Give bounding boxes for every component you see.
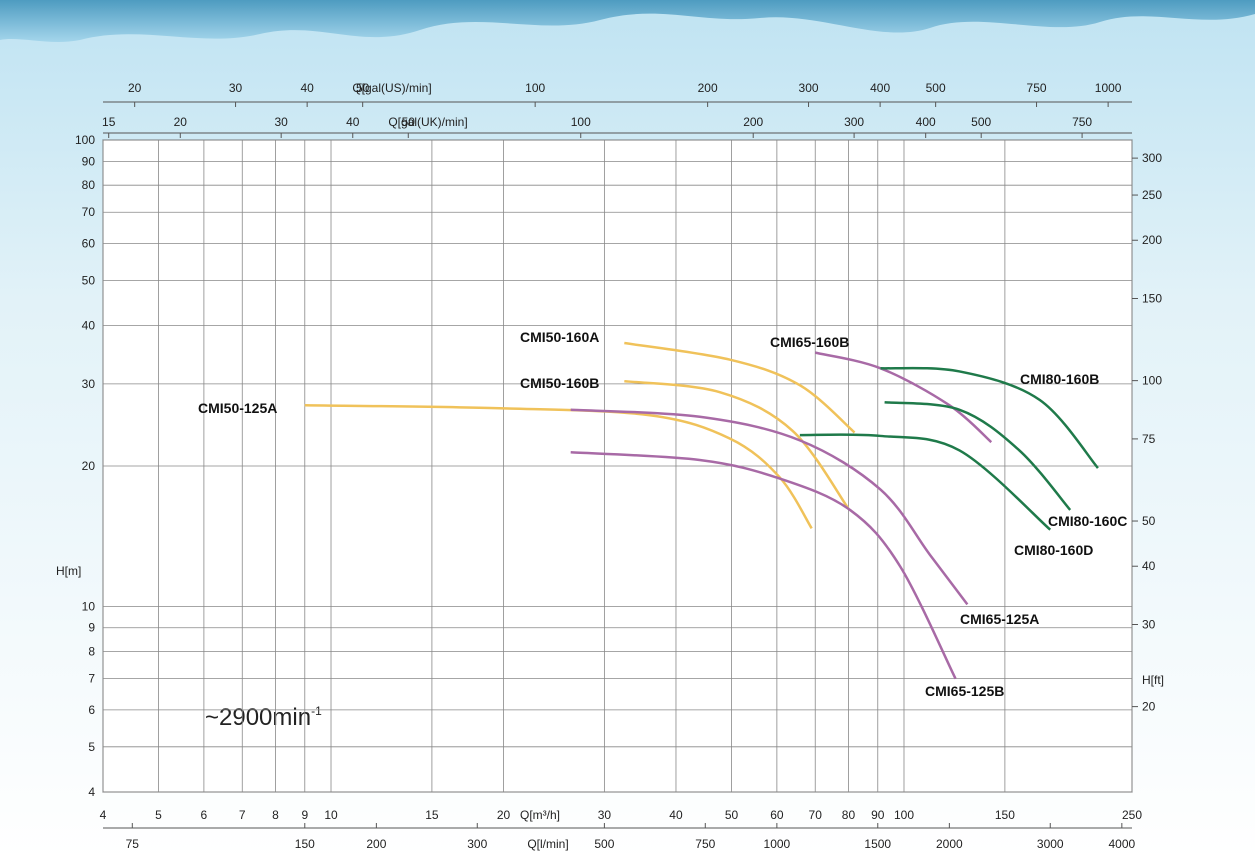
- y2-tick-label: 50: [1142, 514, 1156, 528]
- y2-tick-label: 40: [1142, 559, 1156, 573]
- y2-tick-label: 20: [1142, 700, 1156, 714]
- curve-label: CMI80-160B: [1020, 371, 1099, 387]
- x-axis-label: Q[m³/h]: [520, 808, 560, 822]
- y2-tick-label: 250: [1142, 188, 1162, 202]
- secondary-tick-label: 750: [1027, 81, 1047, 95]
- x-tick-label: 8: [272, 808, 279, 822]
- y-tick-label: 9: [88, 621, 95, 635]
- secondary-tick-label: 400: [916, 115, 936, 129]
- secondary-tick-label: 200: [366, 837, 386, 851]
- curve-label: CMI65-125B: [925, 683, 1004, 699]
- secondary-tick-label: 75: [126, 837, 140, 851]
- y-tick-label: 4: [88, 785, 95, 799]
- y-axis-label: H[m]: [56, 564, 81, 578]
- secondary-tick-label: 300: [467, 837, 487, 851]
- secondary-tick-label: 30: [229, 81, 243, 95]
- x-tick-label: 20: [497, 808, 511, 822]
- x-tick-label: 90: [871, 808, 885, 822]
- secondary-tick-label: 100: [525, 81, 545, 95]
- x-tick-label: 30: [598, 808, 612, 822]
- chart: H[m] H[ft] Q[m³/h] ~2900min-1 4 5 6 7 8 9 10 20…: [0, 0, 1255, 859]
- y-tick-label: 60: [82, 236, 96, 250]
- secondary-tick-label: 1000: [1095, 81, 1122, 95]
- secondary-tick-label: 30: [274, 115, 288, 129]
- curve-label: CMI80-160C: [1048, 513, 1127, 529]
- secondary-tick-label: 40: [300, 81, 314, 95]
- secondary-tick-label: 750: [1072, 115, 1092, 129]
- secondary-tick-label: 40: [346, 115, 360, 129]
- y-tick-label: 100: [75, 133, 95, 147]
- curve-label: CMI50-160B: [520, 375, 599, 391]
- secondary-tick-label: 300: [799, 81, 819, 95]
- secondary-axis-label: Q[l/min]: [527, 837, 568, 851]
- secondary-tick-label: 1500: [864, 837, 891, 851]
- y2-tick-label: 30: [1142, 617, 1156, 631]
- secondary-tick-label: 400: [870, 81, 890, 95]
- secondary-tick-label: 300: [844, 115, 864, 129]
- secondary-tick-label: 150: [295, 837, 315, 851]
- secondary-axis-label: Q[gal(UK)/min]: [388, 115, 467, 129]
- y-tick-label: 6: [88, 703, 95, 717]
- y-tick-label: 30: [82, 377, 96, 391]
- secondary-tick-label: 500: [971, 115, 991, 129]
- secondary-tick-label: 1000: [764, 837, 791, 851]
- x-tick-label: 15: [425, 808, 439, 822]
- secondary-tick-label: 750: [695, 837, 715, 851]
- secondary-tick-label: 4000: [1108, 837, 1135, 851]
- x-tick-label: 7: [239, 808, 246, 822]
- x-tick-label: 80: [842, 808, 856, 822]
- secondary-tick-label: 50: [402, 115, 416, 129]
- x-tick-label: 60: [770, 808, 784, 822]
- y-tick-label: 70: [82, 205, 96, 219]
- y-tick-label: 10: [82, 599, 96, 613]
- secondary-tick-label: 200: [698, 81, 718, 95]
- secondary-tick-label: 20: [174, 115, 188, 129]
- y-tick-label: 8: [88, 645, 95, 659]
- speed-text: ~2900min: [205, 704, 311, 731]
- secondary-tick-label: 50: [356, 81, 370, 95]
- curve-label: CMI65-125A: [960, 611, 1039, 627]
- y2-tick-label: 75: [1142, 432, 1156, 446]
- x-tick-label: 70: [809, 808, 823, 822]
- x-tick-label: 150: [995, 808, 1015, 822]
- curve-label: CMI50-125A: [198, 400, 277, 416]
- curve-label: CMI80-160D: [1014, 542, 1093, 558]
- secondary-tick-label: 20: [128, 81, 142, 95]
- secondary-tick-label: 100: [571, 115, 591, 129]
- secondary-tick-label: 500: [926, 81, 946, 95]
- y2-tick-label: 100: [1142, 374, 1162, 388]
- y-tick-label: 80: [82, 178, 96, 192]
- x-tick-label: 4: [100, 808, 107, 822]
- y-tick-label: 90: [82, 154, 96, 168]
- curve-label: CMI50-160A: [520, 329, 599, 345]
- curve-label: CMI65-160B: [770, 334, 849, 350]
- x-tick-label: 5: [155, 808, 162, 822]
- y2-axis-label: H[ft]: [1142, 673, 1164, 687]
- y-tick-label: 20: [82, 459, 96, 473]
- y-tick-label: 50: [82, 273, 96, 287]
- y-tick-label: 7: [88, 672, 95, 686]
- x-tick-label: 100: [894, 808, 914, 822]
- x-tick-label: 9: [301, 808, 308, 822]
- x-tick-label: 250: [1122, 808, 1142, 822]
- page: {"chart_data": { "type": "line", "xscale…: [0, 0, 1255, 859]
- secondary-tick-label: 3000: [1037, 837, 1064, 851]
- secondary-tick-label: 15: [102, 115, 116, 129]
- y2-tick-label: 300: [1142, 151, 1162, 165]
- y-tick-label: 40: [82, 319, 96, 333]
- secondary-tick-label: 500: [594, 837, 614, 851]
- y-tick-label: 5: [88, 740, 95, 754]
- x-tick-label: 50: [725, 808, 739, 822]
- y2-tick-label: 200: [1142, 233, 1162, 247]
- y2-tick-label: 150: [1142, 292, 1162, 306]
- x-tick-label: 6: [201, 808, 208, 822]
- x-tick-label: 10: [324, 808, 338, 822]
- speed-sup: -1: [311, 704, 322, 718]
- secondary-tick-label: 200: [743, 115, 763, 129]
- secondary-tick-label: 2000: [936, 837, 963, 851]
- x-tick-label: 40: [669, 808, 683, 822]
